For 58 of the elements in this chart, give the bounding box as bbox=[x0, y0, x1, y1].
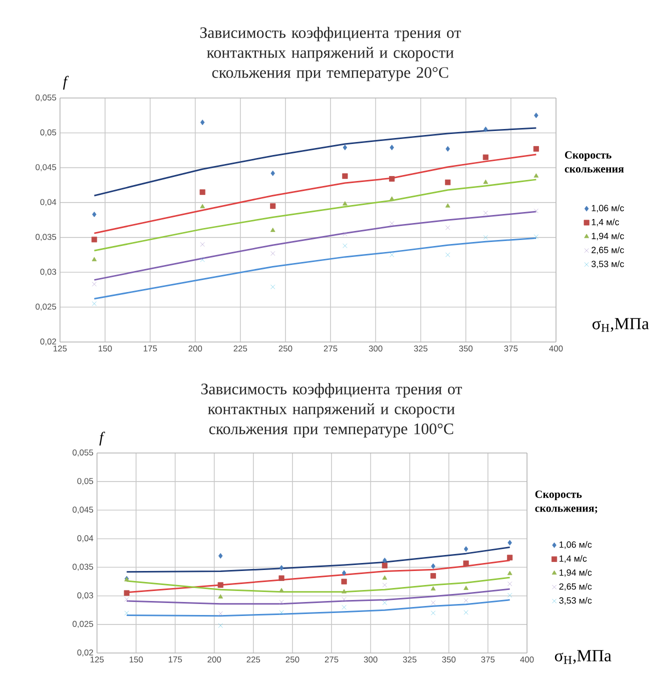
y-tick-label: 0,055 bbox=[72, 450, 94, 456]
y-tick-label: 0,035 bbox=[72, 564, 94, 571]
x-tick-label: 400 bbox=[549, 346, 563, 352]
x-axis-title: σ$_{H}$,МПа bbox=[554, 650, 612, 664]
legend-label: 2,65 м/с bbox=[559, 583, 592, 591]
y-tick-label: 0,04 bbox=[77, 535, 94, 542]
x-tick-label: 325 bbox=[402, 656, 416, 663]
legend-label: 1,4 м/с bbox=[592, 218, 620, 226]
y-tick-label: 0,05 bbox=[40, 129, 56, 136]
legend-label: 1,94 м/с bbox=[592, 232, 624, 240]
y-tick-label: 0,055 bbox=[36, 94, 56, 102]
y-tick-label: 0,02 bbox=[77, 650, 94, 656]
x-tick-label: 250 bbox=[286, 656, 300, 663]
x-tick-label: 200 bbox=[188, 346, 202, 352]
y-tick-label: 0,025 bbox=[72, 620, 94, 628]
y-tick-label: 0,045 bbox=[36, 164, 56, 172]
y-tick-label: 0,03 bbox=[77, 592, 94, 600]
legend-label: 3,53 м/с bbox=[592, 260, 624, 268]
x-tick-label: 175 bbox=[168, 656, 182, 662]
y-axis-title: f bbox=[63, 76, 69, 90]
x-tick-label: 375 bbox=[504, 346, 518, 352]
chart-title: Зависимость коэффициента трения от контактных напряжений и скорости скольжения при температуре 20°C bbox=[200, 26, 461, 82]
x-tick-label: 175 bbox=[144, 346, 157, 352]
legend-label: 3,53 м/с bbox=[559, 597, 592, 605]
y-tick-label: 0,05 bbox=[77, 478, 94, 486]
x-tick-label: 150 bbox=[130, 656, 143, 663]
legend-label: 1,06 м/с bbox=[560, 541, 592, 549]
legend-title: Скорость скольжения; bbox=[535, 490, 598, 514]
legend-label: 2,65 м/с bbox=[592, 246, 624, 254]
y-tick-label: 0,035 bbox=[36, 234, 56, 241]
chart-title: Зависимость коэффициента трения от контактных напряжений и скорости скольжения при температуре 100°C bbox=[201, 383, 462, 438]
legend-title: Скорость скольжения bbox=[564, 151, 624, 173]
x-tick-label: 200 bbox=[208, 656, 222, 663]
x-tick-label: 275 bbox=[324, 346, 338, 352]
x-tick-label: 125 bbox=[90, 656, 104, 663]
y-tick-label: 0,03 bbox=[40, 268, 56, 276]
x-tick-label: 225 bbox=[234, 346, 248, 352]
x-tick-label: 225 bbox=[246, 656, 260, 663]
x-tick-label: 125 bbox=[54, 346, 67, 352]
x-tick-label: 400 bbox=[520, 656, 534, 663]
x-tick-label: 350 bbox=[459, 346, 473, 352]
legend-label: 1,94 м/с bbox=[560, 569, 592, 577]
y-tick-label: 0,025 bbox=[36, 304, 56, 311]
x-tick-label: 300 bbox=[364, 656, 378, 663]
x-tick-label: 375 bbox=[481, 656, 495, 663]
x-tick-label: 250 bbox=[278, 346, 292, 352]
y-tick-label: 0,045 bbox=[72, 506, 94, 514]
y-tick-label: 0,02 bbox=[40, 338, 56, 346]
x-tick-label: 150 bbox=[98, 346, 112, 352]
x-tick-label: 350 bbox=[442, 656, 456, 663]
y-axis-title: f bbox=[99, 432, 106, 446]
x-tick-label: 275 bbox=[324, 656, 338, 663]
legend-label: 1,06 м/с bbox=[592, 204, 624, 212]
x-tick-label: 300 bbox=[368, 346, 382, 352]
legend-label: 1,4 м/с bbox=[560, 555, 587, 563]
x-tick-label: 325 bbox=[414, 346, 428, 352]
x-axis-title: σ$_{H}$,МПа bbox=[592, 318, 649, 332]
y-tick-label: 0,04 bbox=[40, 199, 56, 206]
